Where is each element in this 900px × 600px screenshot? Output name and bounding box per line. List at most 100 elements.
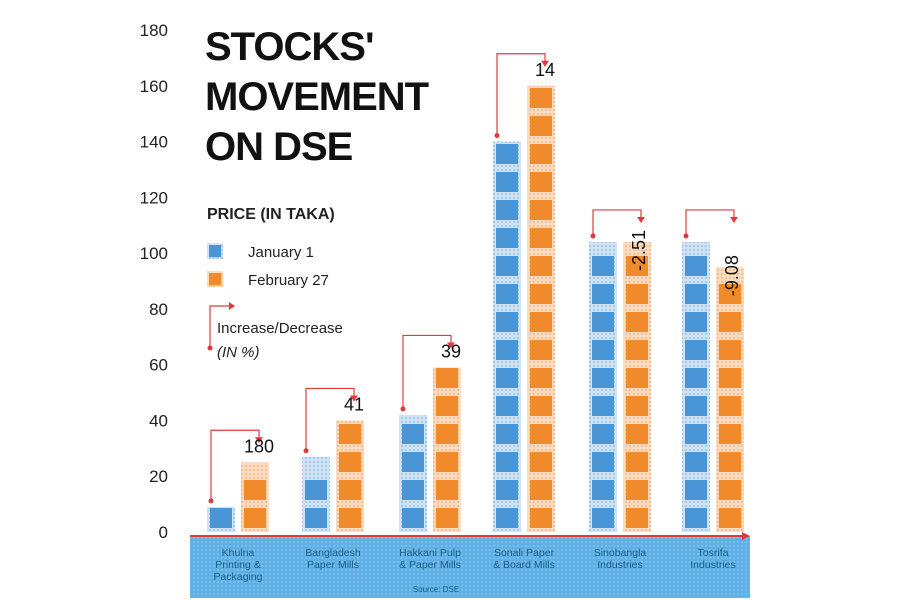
change-label: -9.08 [722,255,742,296]
bar-jan-block [685,312,707,332]
bar-feb-block [626,424,648,444]
bar-feb-block [626,256,648,276]
y-tick-label: 80 [149,300,168,319]
bar-feb-block [436,452,458,472]
bar-feb-block [719,312,741,332]
bar-feb-block [530,480,552,500]
bar-feb-block [436,424,458,444]
change-arrow-head [637,216,645,223]
bar-jan-block [592,256,614,276]
bar-feb-block [436,368,458,388]
legend-swatch-feb-core [209,273,221,285]
bar-feb [716,267,744,532]
change-arrow-dot [208,498,214,504]
bar-jan [589,241,617,532]
change-label: 41 [344,394,364,414]
bar-feb-block [719,480,741,500]
category-label: Sonali Paper [494,547,555,559]
bar-feb-block [530,424,552,444]
change-legend-arrowhead [229,302,235,310]
bar-feb-block [530,312,552,332]
bar-feb-block [530,88,552,108]
bar-jan-block [685,508,707,528]
bar-feb-block [626,368,648,388]
change-arrow-line [210,429,260,501]
bar-feb [527,85,555,533]
y-tick-label: 20 [149,467,168,486]
bar-feb-block [626,508,648,528]
change-label: 14 [535,60,555,80]
change-label: 180 [244,436,274,456]
bar-jan-block [496,480,518,500]
x-axis-arrowhead [742,532,750,540]
bar-feb-block [719,508,741,528]
y-tick-label: 0 [159,523,168,542]
bar-jan-block [592,396,614,416]
bar-jan-block [496,256,518,276]
category-label: & Paper Mills [399,559,461,571]
change-legend-arrow [209,305,230,348]
category-label: Hakkani Pulp [399,547,461,559]
bar-feb-block [436,396,458,416]
bar-feb-body [433,367,461,532]
bar-jan-block [685,480,707,500]
bar-feb-block [339,480,361,500]
bar-jan-block [685,284,707,304]
bar-jan-block [685,256,707,276]
category-label: & Board Mills [493,559,555,571]
change-label: 39 [441,341,461,361]
bar-feb-block [436,480,458,500]
bar-feb-block [244,508,266,528]
change-arrow-line [685,209,735,236]
bar-feb-block [626,340,648,360]
change-legend-label: Increase/Decrease [217,320,343,337]
bar-feb-block [436,508,458,528]
bar-feb-block [626,452,648,472]
change-arrow-line [305,387,355,451]
bar-jan-block [685,368,707,388]
bar-feb-block [339,424,361,444]
change-legend-dot [207,345,213,351]
bar-feb [623,241,651,532]
bar-feb-block [530,256,552,276]
bar-jan-block [496,396,518,416]
bar-feb-block [719,284,741,304]
title-line-1: STOCKS' [205,25,373,69]
bar-feb-block [530,200,552,220]
bar-jan-block [685,452,707,472]
bar-jan-block [592,424,614,444]
bar-jan-block [496,424,518,444]
bar-jan-block [402,508,424,528]
change-arrows: 180 41 39 14 -2.51 -9.08 [208,53,742,504]
bar-feb-block [719,396,741,416]
bar-jan-block [496,284,518,304]
category-label: Industries [690,559,736,571]
y-tick-label: 40 [149,411,168,430]
category-label: Paper Mills [307,559,359,571]
bar-jan [493,141,521,533]
bar-jan-block [592,340,614,360]
bar-jan [207,506,235,532]
bar-feb [433,367,461,532]
bar-feb-block [530,144,552,164]
bar-feb-block [719,452,741,472]
title-line-3: ON DSE [205,125,353,169]
change-arrow-dot [303,448,309,454]
y-tick-label: 100 [140,244,168,263]
category-label: Packaging [213,571,262,583]
bar-jan-block [402,424,424,444]
chart-title: STOCKS' MOVEMENT ON DSE [205,25,430,169]
bar-feb-block [339,508,361,528]
legend-label-jan: January 1 [248,244,314,261]
bar-jan-block [685,340,707,360]
bar-feb-block [530,116,552,136]
change-arrow-dot [590,233,596,239]
bar-feb-block [530,368,552,388]
legend-label-feb: February 27 [248,272,329,289]
category-label: Industries [597,559,643,571]
bar-feb-block [530,228,552,248]
title-line-2: MOVEMENT [205,75,429,119]
bar-jan-block [592,508,614,528]
